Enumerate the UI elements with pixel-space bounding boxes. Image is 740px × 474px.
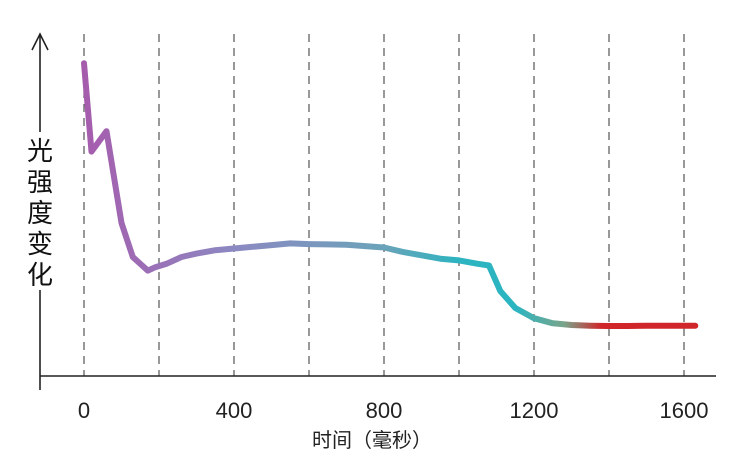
y-axis-arrow-icon	[31, 32, 49, 51]
x-tick-label-1600: 1600	[660, 398, 709, 423]
series-line	[81, 60, 699, 329]
y-axis-label: 光强度变化	[27, 137, 53, 291]
vertical-gridlines	[83, 34, 685, 376]
y-axis-label-mask	[22, 132, 58, 290]
x-axis-label: 时间（毫秒）	[312, 428, 432, 452]
x-tick-label-400: 400	[216, 398, 253, 423]
x-tick-label-800: 800	[366, 398, 403, 423]
x-tick-labels: 0 400 800 1200 1600	[78, 398, 709, 423]
x-tick-label-1200: 1200	[510, 398, 559, 423]
x-tick-label-0: 0	[78, 398, 90, 423]
